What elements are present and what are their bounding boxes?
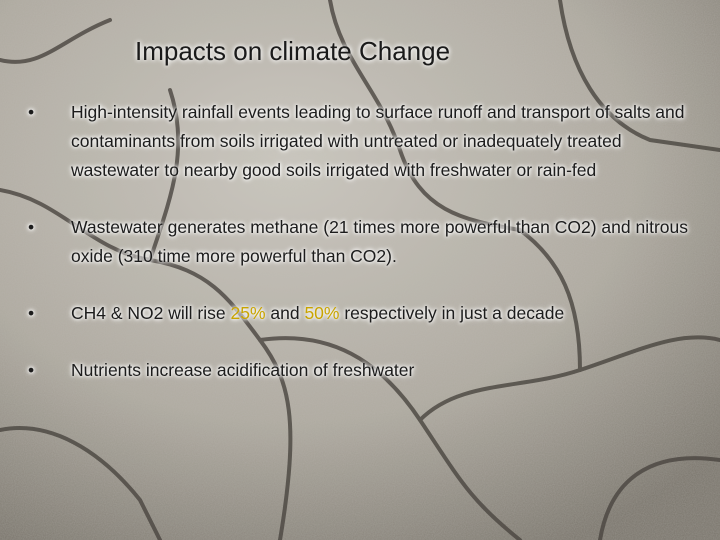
bullet-text: and (265, 303, 305, 323)
bullet-text: High-intensity rainfall events leading t… (71, 102, 690, 180)
highlight-text: 25% (230, 303, 266, 323)
slide-title: Impacts on climate Change (135, 36, 451, 66)
crack (0, 426, 162, 540)
bullet-text: CH4 & NO2 will rise (71, 303, 231, 323)
bullet: CH4 & NO2 will rise 25% and 50% respecti… (28, 299, 700, 328)
crack (598, 456, 720, 540)
bullet-text: Nutrients increase acidification of fres… (71, 360, 415, 380)
crack (0, 18, 112, 64)
bullet: High-intensity rainfall events leading t… (28, 98, 700, 185)
bullet-text: Wastewater generates methane (21 times m… (71, 217, 693, 266)
bullet: Nutrients increase acidification of fres… (28, 356, 700, 385)
bullet: Wastewater generates methane (21 times m… (28, 213, 700, 271)
highlight-text: 50% (304, 303, 340, 323)
bullet-list: High-intensity rainfall events leading t… (28, 98, 700, 413)
bullet-text: respectively in just a decade (339, 303, 565, 323)
